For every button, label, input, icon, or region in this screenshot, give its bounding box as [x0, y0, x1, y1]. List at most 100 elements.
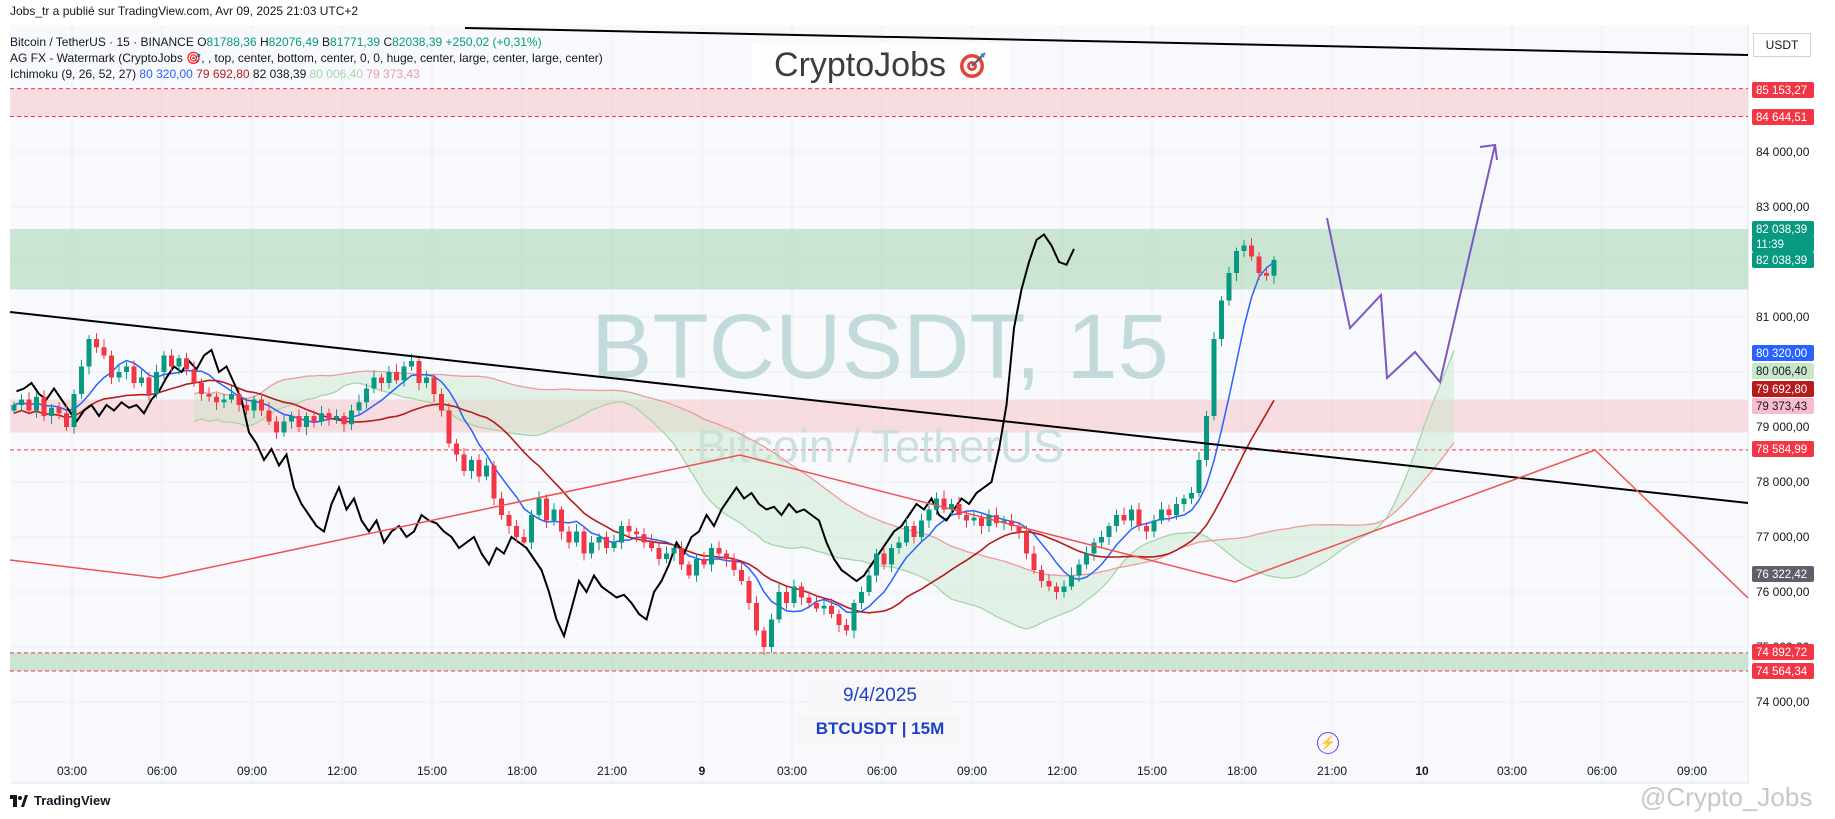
candle [1234, 247, 1239, 282]
projection-path [1326, 144, 1496, 385]
price-tags: 85 153,27 84 644,51 82 038,39 11:39 82 038,3… [1752, 82, 1814, 679]
candle [229, 386, 234, 404]
price-tag: 79 692,80 [1752, 381, 1814, 397]
price-tick-label: 76 000,00 [1756, 585, 1810, 599]
time-tick-label: 09:00 [957, 764, 987, 778]
candle-body [754, 603, 759, 631]
candle [679, 541, 684, 570]
candle [776, 584, 782, 624]
time-tick-label: 10 [1415, 764, 1429, 778]
candle-body [161, 355, 167, 372]
low-value: 81771,39 [330, 35, 381, 49]
candle [919, 513, 924, 542]
candle-body [874, 553, 879, 576]
candle [769, 613, 774, 653]
price-tag: 74 892,72 [1752, 644, 1814, 660]
candle-body [304, 416, 309, 427]
candle [461, 447, 467, 476]
candle-body [131, 366, 137, 383]
candle [1016, 522, 1022, 540]
candle-body [1181, 498, 1187, 504]
candle [581, 526, 587, 561]
candle-body [236, 394, 242, 405]
candle-body [49, 407, 54, 416]
price-tag-label: 82 038,39 [1756, 224, 1807, 236]
candle [829, 598, 834, 619]
candle [394, 363, 399, 384]
candle [709, 543, 714, 572]
candle-body [469, 460, 474, 471]
candle-body [386, 372, 392, 383]
candle-body [649, 542, 654, 548]
candle-body [671, 548, 677, 554]
price-tag-bg [1752, 252, 1814, 268]
candle [334, 409, 339, 424]
candle [1046, 574, 1052, 592]
price-tag: 80 006,40 [1752, 363, 1814, 379]
time-tick-label: 09:00 [237, 764, 267, 778]
high-label: H [259, 35, 269, 49]
candle-body [154, 372, 159, 394]
candle [671, 543, 677, 561]
candle-body [746, 581, 752, 603]
candles-layer [11, 238, 1277, 655]
tradingview-logo[interactable]: TradingView [10, 793, 110, 808]
ichimoku-legend[interactable]: Ichimoku (9, 26, 52, 27) 80 320,00 79 69… [10, 67, 420, 81]
tradingview-logo-icon [10, 794, 28, 807]
currency-selector[interactable]: USDT [1753, 33, 1811, 57]
time-tick-label: 15:00 [1137, 764, 1167, 778]
candle-body [1271, 259, 1277, 276]
watermark-indicator-legend[interactable]: AG FX - Watermark (CryptoJobs 🎯, , top, … [10, 51, 603, 65]
candle-body [934, 498, 939, 510]
candle [1159, 501, 1164, 525]
candle [251, 395, 257, 418]
candle-body [19, 399, 24, 405]
candle [589, 535, 594, 559]
candle-body [656, 548, 662, 559]
candle [1249, 238, 1254, 261]
candle [1054, 582, 1059, 600]
candle [154, 364, 159, 399]
time-tick-label: 06:00 [867, 764, 897, 778]
candle-body [86, 339, 92, 367]
price-tag-label: 11:39 [1756, 239, 1784, 251]
candle [559, 506, 564, 540]
candle [484, 457, 489, 481]
symbol-legend[interactable]: Bitcoin / TetherUS · 15 · BINANCE O81788… [10, 35, 542, 49]
candle-body [1241, 245, 1247, 251]
time-tick-label: 09:00 [1677, 764, 1707, 778]
ichimoku-conversion-value: 80 320,00 [139, 67, 193, 81]
time-axis[interactable]: 03:00 06:00 09:00 12:00 15:00 18:00 21:00 9 03:0… [57, 764, 1707, 778]
candle-body [836, 614, 842, 625]
candle [364, 383, 369, 409]
candle-body [919, 520, 924, 537]
candle [371, 370, 377, 394]
price-tag-bg [1752, 381, 1814, 397]
candle-body [56, 407, 62, 414]
candle-body [761, 630, 767, 647]
symbol-line: Bitcoin / TetherUS · 15 · BINANCE [10, 35, 194, 49]
candle-body [784, 592, 789, 603]
price-tag-label: 74 564,34 [1756, 666, 1808, 678]
price-tick-label: 77 000,00 [1756, 530, 1810, 544]
candle [289, 411, 294, 429]
price-tag-label: 85 153,27 [1756, 85, 1807, 97]
candle-body [926, 509, 932, 521]
candle-body [1226, 273, 1232, 301]
lightning-alert-icon[interactable]: ⚡ [1317, 732, 1339, 754]
candle-body [551, 509, 557, 521]
candle [574, 524, 579, 547]
candle [169, 349, 174, 372]
candle-body [1016, 526, 1022, 532]
high-value: 82076,49 [268, 35, 319, 49]
candle-body [476, 460, 482, 477]
candle [266, 402, 272, 425]
ichimoku-base-value: 79 692,80 [196, 67, 250, 81]
red-zone [10, 88, 1748, 117]
candle-body [1136, 509, 1142, 526]
time-tick-label: 15:00 [417, 764, 447, 778]
price-tag: 84 644,51 [1752, 109, 1814, 125]
candle-body [581, 531, 587, 554]
price-tag-label: 78 584,99 [1756, 444, 1807, 456]
